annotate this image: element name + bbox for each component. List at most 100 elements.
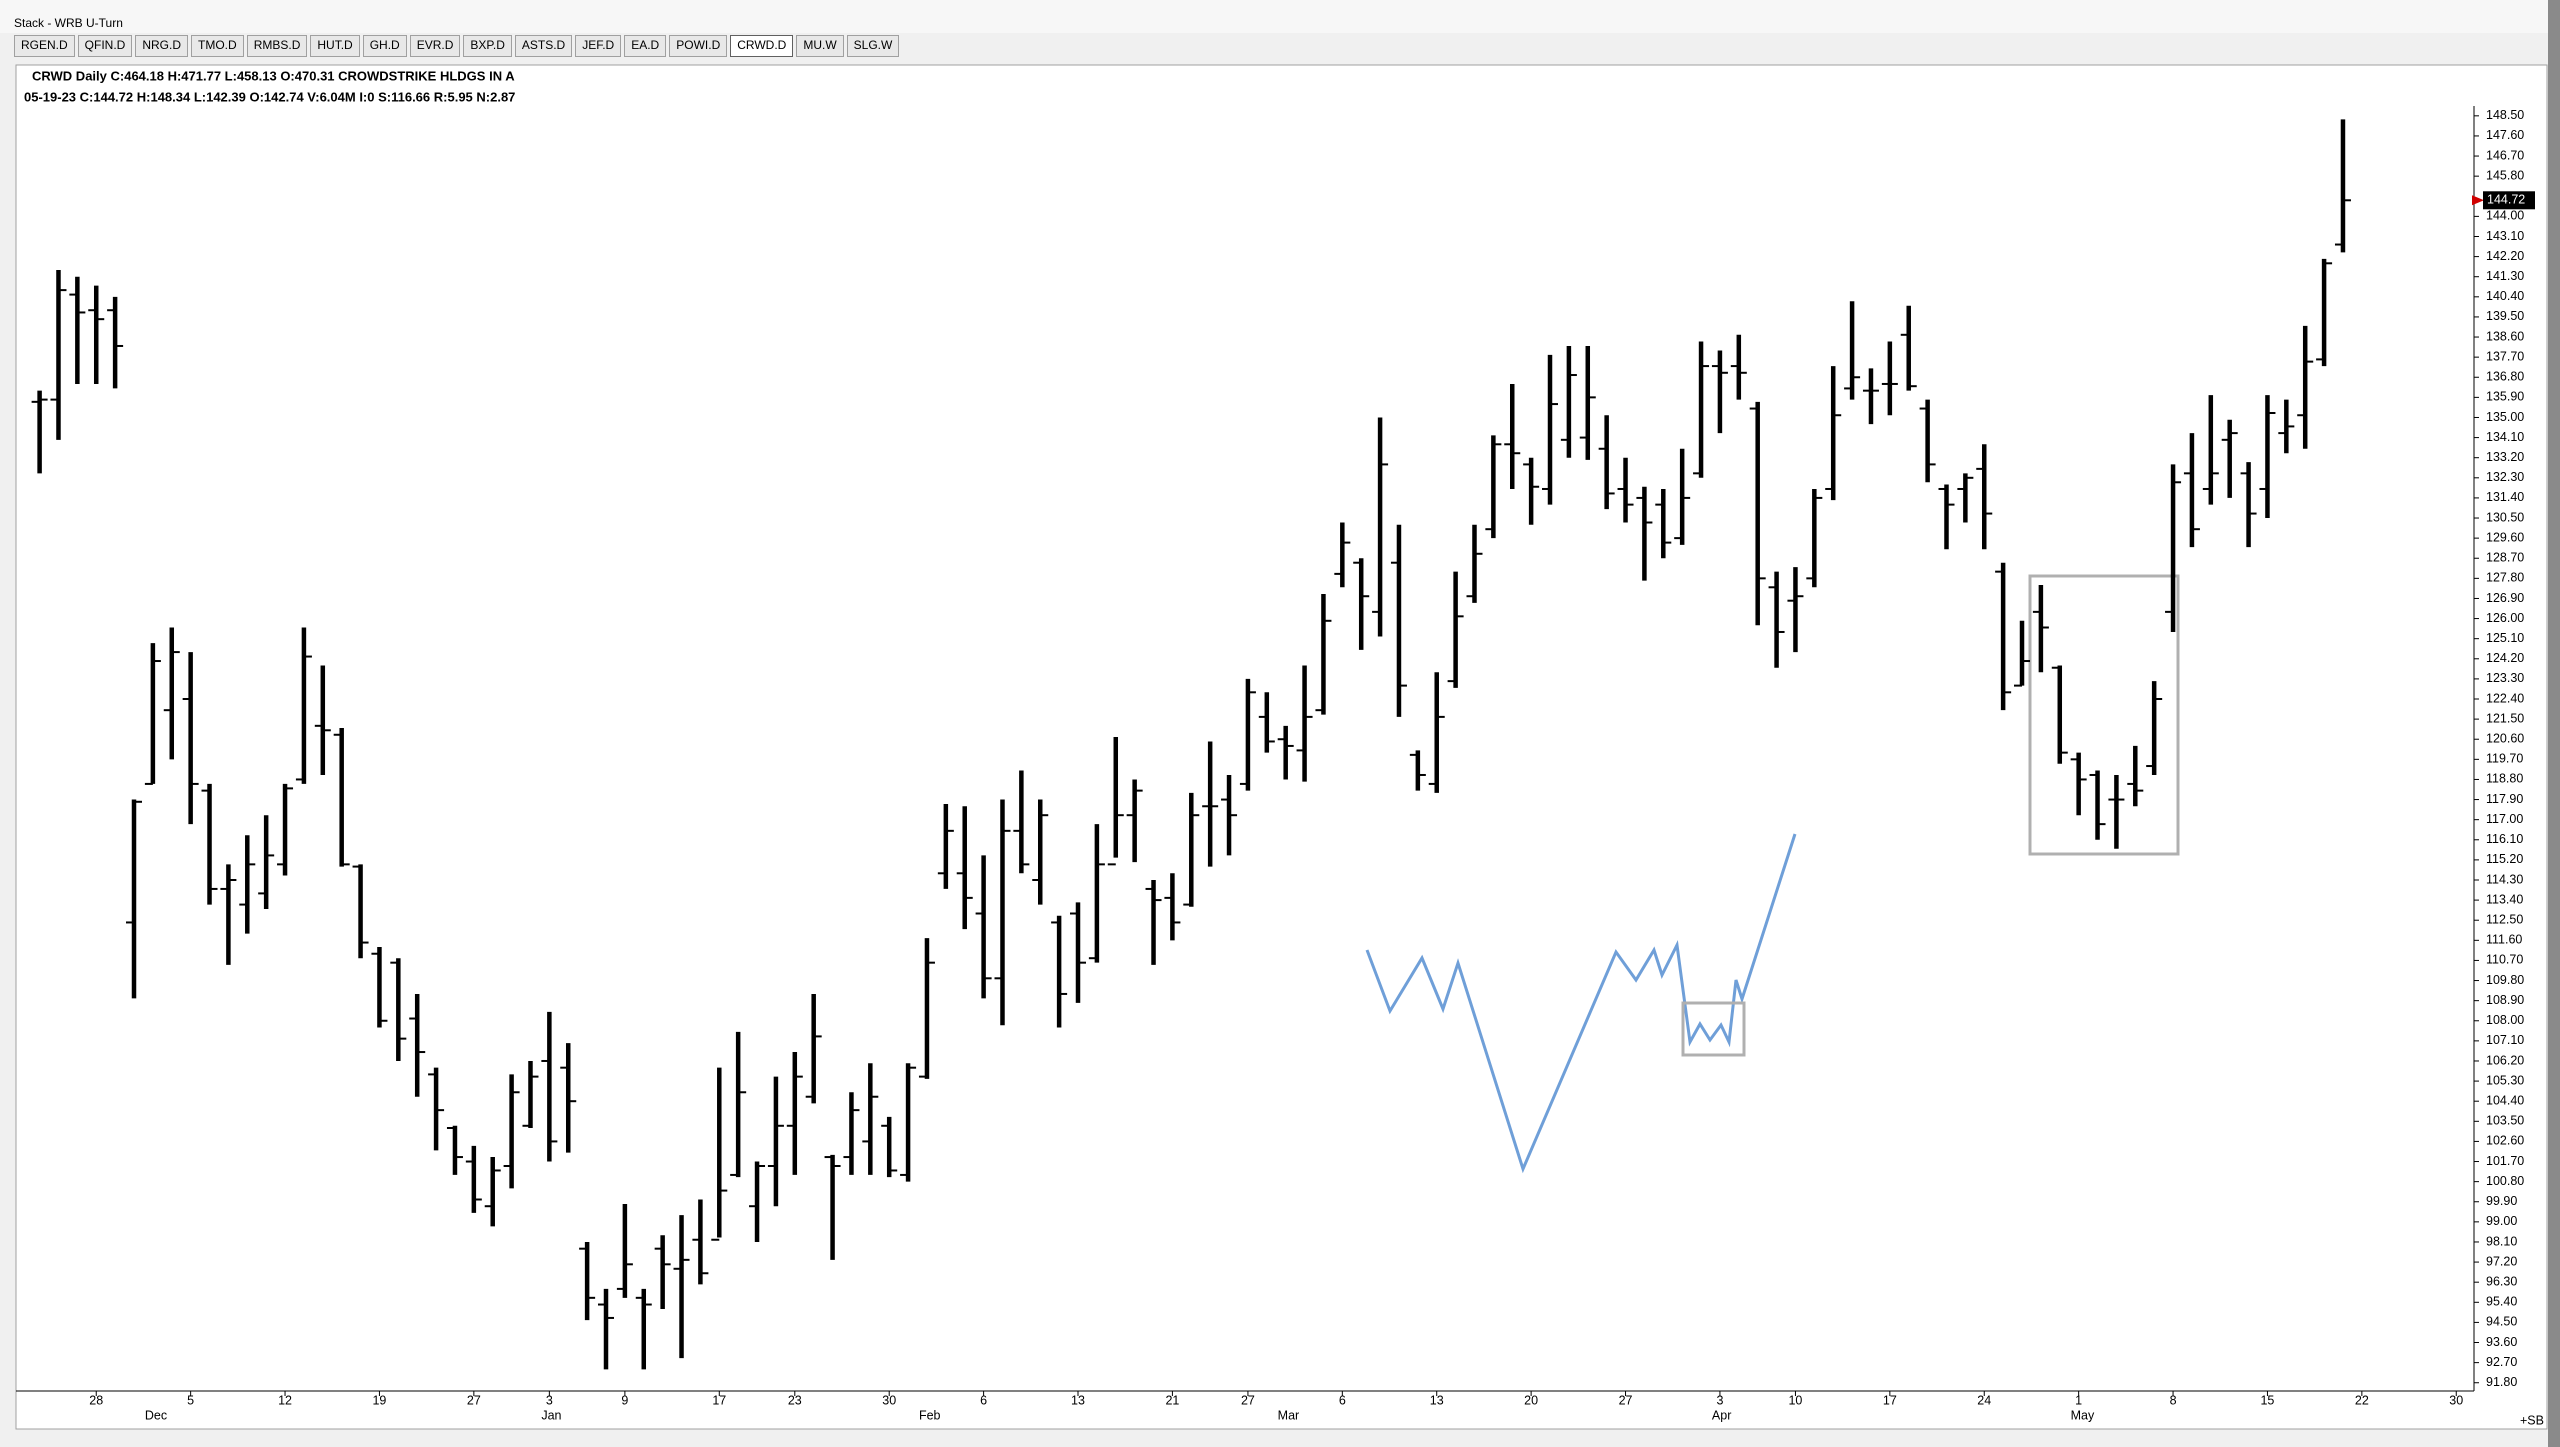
y-tick-label: 137.70	[2486, 349, 2524, 363]
x-tick-label: 28	[89, 1393, 103, 1407]
tab[interactable]: EVR.D	[409, 35, 461, 57]
y-tick-label: 125.10	[2486, 631, 2524, 645]
y-tick-label: 100.80	[2486, 1174, 2524, 1188]
y-tick-label: 135.90	[2486, 390, 2524, 404]
y-tick-label: 108.00	[2486, 1013, 2524, 1027]
y-tick-label: 145.80	[2486, 168, 2524, 182]
y-tick-label: 112.50	[2486, 913, 2523, 927]
month-label: Dec	[145, 1408, 167, 1422]
x-tick-label: 6	[1339, 1393, 1346, 1407]
x-tick-label: 17	[1883, 1393, 1897, 1407]
y-tick-label: 94.50	[2486, 1315, 2517, 1329]
y-tick-label: 124.20	[2486, 651, 2524, 665]
x-tick-label: 24	[1977, 1393, 1991, 1407]
tab[interactable]: EA.D	[624, 35, 667, 57]
y-tick-label: 126.90	[2486, 591, 2524, 605]
y-tick-label: 91.80	[2486, 1375, 2517, 1389]
price-marker	[2483, 191, 2535, 210]
corner-label: +SB	[2520, 1413, 2544, 1427]
y-tick-label: 98.10	[2486, 1234, 2517, 1248]
y-tick-label: 134.10	[2486, 430, 2524, 444]
y-tick-label: 110.70	[2486, 953, 2523, 967]
tab[interactable]: RGEN.D	[14, 35, 75, 57]
tab[interactable]: TMO.D	[191, 35, 244, 57]
month-label: Apr	[1712, 1408, 1731, 1422]
price-arrow	[2472, 195, 2484, 206]
y-tick-label: 123.30	[2486, 671, 2524, 685]
x-tick-label: 8	[2170, 1393, 2177, 1407]
x-tick-label: 3	[546, 1393, 553, 1407]
y-tick-label: 131.40	[2486, 490, 2524, 504]
tab[interactable]: HUT.D	[310, 35, 360, 57]
x-tick-label: 15	[2260, 1393, 2274, 1407]
tab-bar: RGEN.D QFIN.D NRG.D TMO.D RMBS.D HUT.D GH.D EVR…	[14, 35, 900, 57]
tab[interactable]: SLG.W	[846, 35, 900, 57]
y-tick-label: 119.70	[2486, 752, 2523, 766]
x-tick-label: 1	[2075, 1393, 2082, 1407]
y-tick-label: 99.90	[2486, 1194, 2517, 1208]
y-tick-label: 95.40	[2486, 1295, 2517, 1309]
tab[interactable]: ASTS.D	[514, 35, 573, 57]
y-tick-label: 117.90	[2486, 792, 2523, 806]
y-tick-label: 116.10	[2486, 832, 2523, 846]
tab[interactable]: POWI.D	[669, 35, 728, 57]
y-tick-label: 130.50	[2486, 510, 2524, 524]
x-tick-label: 30	[882, 1393, 896, 1407]
y-tick-label: 132.30	[2486, 470, 2524, 484]
y-tick-label: 142.20	[2486, 249, 2524, 263]
header-line1: CRWD Daily C:464.18 H:471.77 L:458.13 O:…	[32, 68, 515, 83]
y-tick-label: 136.80	[2486, 370, 2524, 384]
x-tick-label: 19	[372, 1393, 386, 1407]
x-tick-label: 30	[2449, 1393, 2463, 1407]
highlight-box	[2028, 574, 2180, 856]
x-tick-label: 27	[1241, 1393, 1255, 1407]
highlight-box	[1681, 1001, 1746, 1057]
x-tick-label: 12	[278, 1393, 292, 1407]
y-tick-label: 129.60	[2486, 530, 2524, 544]
x-tick-label: 27	[467, 1393, 481, 1407]
y-tick-label: 138.60	[2486, 329, 2524, 343]
month-label: Jan	[541, 1408, 561, 1422]
x-tick-label: 6	[980, 1393, 987, 1407]
y-tick-label: 111.60	[2486, 933, 2522, 947]
y-tick-label: 141.30	[2486, 269, 2524, 283]
x-tick-label: 27	[1619, 1393, 1633, 1407]
y-tick-label: 107.10	[2486, 1033, 2524, 1047]
y-tick-label: 106.20	[2486, 1053, 2524, 1067]
y-tick-label: 118.80	[2486, 772, 2523, 786]
y-tick-label: 133.20	[2486, 450, 2524, 464]
y-tick-label: 101.70	[2486, 1154, 2524, 1168]
y-tick-label: 108.90	[2486, 993, 2524, 1007]
x-tick-label: 9	[621, 1393, 628, 1407]
tab[interactable]: CRWD.D	[730, 35, 794, 57]
price-marker-label: 144.72	[2487, 193, 2525, 207]
tab[interactable]: MU.W	[796, 35, 844, 57]
tab[interactable]: GH.D	[362, 35, 407, 57]
window-title: Stack - WRB U-Turn	[14, 16, 123, 30]
y-tick-label: 114.30	[2486, 872, 2523, 886]
tab[interactable]: NRG.D	[135, 35, 189, 57]
tab[interactable]: RMBS.D	[246, 35, 308, 57]
x-tick-label: 22	[2355, 1393, 2369, 1407]
month-label: Mar	[1278, 1408, 1300, 1422]
tab[interactable]: QFIN.D	[77, 35, 133, 57]
y-tick-label: 117.00	[2486, 812, 2523, 826]
x-tick-label: 23	[788, 1393, 802, 1407]
x-tick-label: 5	[187, 1393, 194, 1407]
tab[interactable]: JEF.D	[575, 35, 622, 57]
tab[interactable]: BXP.D	[463, 35, 512, 57]
y-tick-label: 144.00	[2486, 209, 2524, 223]
x-tick-label: 21	[1165, 1393, 1179, 1407]
window-edge	[2548, 0, 2560, 1447]
y-tick-label: 92.70	[2486, 1355, 2517, 1369]
y-tick-label: 126.00	[2486, 611, 2524, 625]
y-tick-label: 120.60	[2486, 732, 2524, 746]
y-tick-label: 121.50	[2486, 711, 2524, 725]
y-tick-label: 140.40	[2486, 289, 2524, 303]
y-tick-label: 143.10	[2486, 229, 2524, 243]
y-tick-label: 139.50	[2486, 309, 2524, 323]
y-tick-label: 103.50	[2486, 1114, 2524, 1128]
month-label: Feb	[919, 1408, 941, 1422]
x-tick-label: 3	[1716, 1393, 1723, 1407]
